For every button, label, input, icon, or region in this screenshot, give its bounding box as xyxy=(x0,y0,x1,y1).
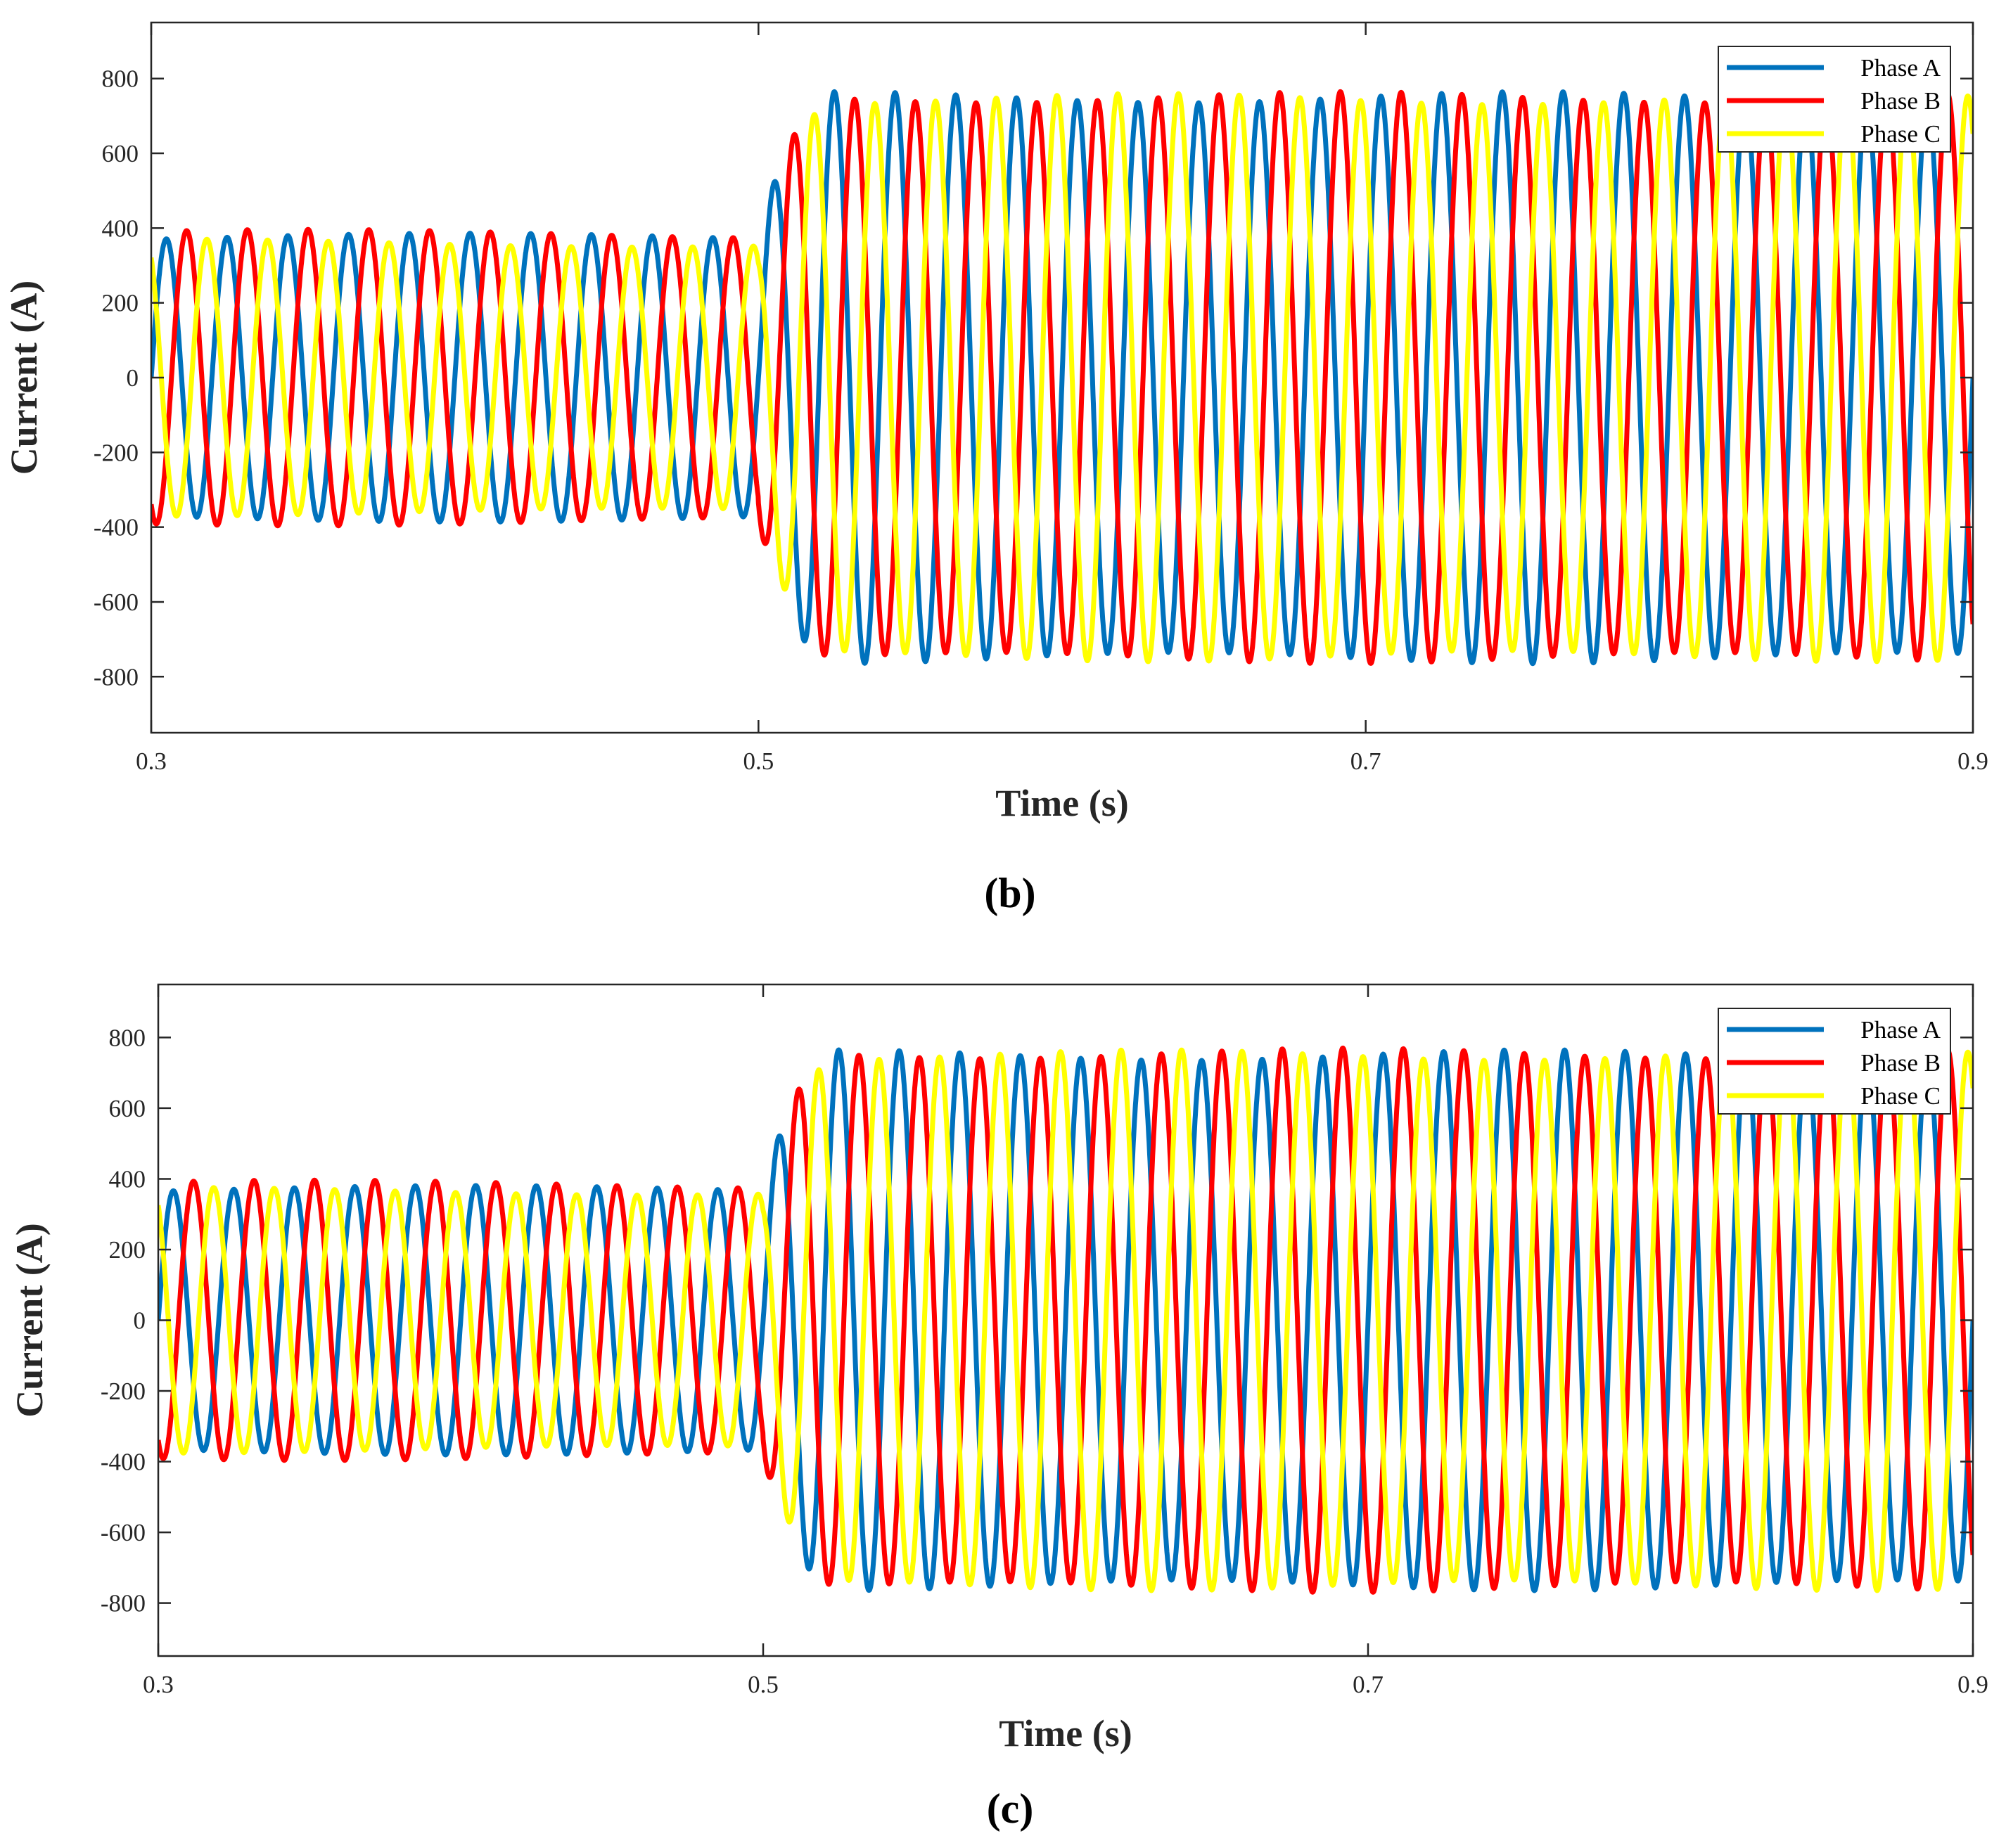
y-tick-label: 800 xyxy=(109,1024,146,1051)
x-tick-label: 0.7 xyxy=(1350,747,1381,775)
legend: Phase A Phase B Phase C xyxy=(1718,1008,1951,1115)
series-line-phase-b xyxy=(151,89,1973,666)
y-axis-label: Current (A) xyxy=(8,1223,51,1417)
y-tick-label: -400 xyxy=(101,1449,146,1476)
x-tick-label: 0.7 xyxy=(1353,1671,1384,1698)
x-axis-label: Time (s) xyxy=(999,1712,1132,1754)
legend-entry-label: Phase A xyxy=(1860,54,1941,82)
y-tick-label: 400 xyxy=(102,214,139,242)
legend-entry-label: Phase C xyxy=(1860,1082,1941,1110)
x-axis-label: Time (s) xyxy=(995,782,1128,824)
y-tick-label: -200 xyxy=(94,439,139,466)
y-tick-label: -800 xyxy=(101,1590,146,1617)
y-tick-label: 800 xyxy=(102,65,139,93)
chart-panel-c: 800 600 400 200 0 -200 -400 -600 -800 0.3 0.5 0.7 0.… xyxy=(8,983,1988,1754)
x-tick-label: 0.5 xyxy=(743,747,774,775)
y-tick-label: -800 xyxy=(94,663,139,691)
caption-c: (c) xyxy=(987,1785,1034,1832)
x-tick-label: 0.9 xyxy=(1957,1671,1988,1698)
legend-entry-label: Phase B xyxy=(1860,1049,1941,1077)
x-tick-label: 0.9 xyxy=(1957,747,1988,775)
chart-panel-b: 800 600 400 200 0 -200 -400 -600 -800 0.3 0.5 0.7 0.… xyxy=(3,21,1988,824)
y-tick-label: -600 xyxy=(101,1519,146,1546)
y-tick-label: 200 xyxy=(109,1236,146,1264)
y-tick-label: -600 xyxy=(94,589,139,616)
y-tick-label: 600 xyxy=(102,140,139,167)
y-axis-label: Current (A) xyxy=(3,281,45,475)
y-tick-label: 400 xyxy=(109,1165,146,1193)
x-tick-label: 0.5 xyxy=(748,1671,779,1698)
y-tick-label: 200 xyxy=(102,290,139,317)
series-line-phase-a xyxy=(158,1047,1973,1593)
y-tick-label: 0 xyxy=(127,364,139,392)
y-tick-label: -200 xyxy=(101,1378,146,1405)
y-tick-label: 0 xyxy=(134,1307,146,1335)
y-tick-label: -400 xyxy=(94,514,139,541)
y-tick-label: 600 xyxy=(109,1095,146,1122)
x-tick-label: 0.3 xyxy=(136,747,167,775)
series-line-phase-c xyxy=(158,1047,1973,1593)
legend-entry-label: Phase A xyxy=(1860,1016,1941,1044)
x-tick-label: 0.3 xyxy=(143,1671,174,1698)
legend-entry-label: Phase B xyxy=(1860,87,1941,115)
caption-b: (b) xyxy=(984,870,1035,916)
legend-entry-label: Phase C xyxy=(1860,120,1941,148)
series-line-phase-c xyxy=(151,91,1973,665)
legend: Phase A Phase B Phase C xyxy=(1718,46,1951,153)
series-line-phase-b xyxy=(158,1045,1973,1595)
series-line-phase-a xyxy=(151,89,1973,667)
